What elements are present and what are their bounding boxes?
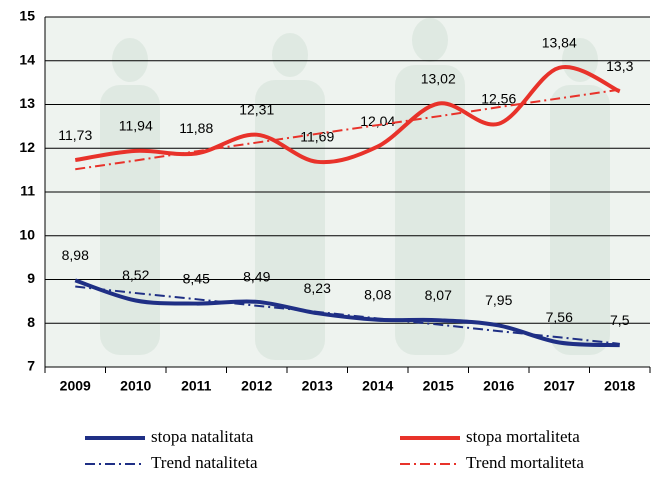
data-label: 8,08: [364, 286, 391, 302]
x-tick-label: 2012: [241, 378, 272, 394]
y-tick-label: 10: [19, 226, 35, 242]
data-label: 8,07: [425, 287, 452, 303]
y-tick-label: 8: [27, 314, 35, 330]
data-label: 7,5: [610, 312, 630, 328]
y-tick-label: 7: [27, 358, 35, 374]
x-tick-label: 2014: [362, 378, 393, 394]
data-label: 7,95: [485, 292, 512, 308]
data-label: 8,49: [243, 269, 270, 285]
chart: 7 8 9 10 11 12 13 14 15 2009 2010 2011 2012 2013 2014 2…: [0, 0, 662, 479]
x-tick-label: 2010: [120, 378, 151, 394]
x-tick-label: 2011: [181, 378, 212, 394]
data-label: 7,56: [546, 309, 573, 325]
legend-label: Trend mortaliteta: [466, 453, 584, 472]
data-label: 8,98: [62, 247, 89, 263]
x-tick-label: 2017: [544, 378, 575, 394]
y-tick-label: 15: [19, 8, 35, 24]
x-tick-label: 2018: [604, 378, 635, 394]
data-label: 8,45: [183, 270, 210, 286]
y-tick-label: 12: [19, 139, 35, 155]
data-label: 13,02: [421, 70, 456, 86]
x-tick-label: 2016: [483, 378, 514, 394]
legend-label: stopa natalitata: [151, 427, 254, 446]
data-label: 8,23: [304, 280, 331, 296]
data-label: 11,69: [300, 129, 334, 145]
data-label: 11,88: [179, 120, 213, 136]
y-tick-label: 9: [27, 270, 35, 286]
y-tick-label: 11: [20, 183, 35, 199]
legend-label: stopa mortaliteta: [466, 427, 580, 446]
data-label: 13,3: [606, 58, 633, 74]
legend-label: Trend nataliteta: [151, 453, 258, 472]
data-label: 13,84: [542, 34, 577, 50]
data-label: 11,73: [58, 127, 92, 143]
data-label: 11,94: [119, 118, 153, 134]
x-tick-label: 2015: [423, 378, 454, 394]
y-tick-label: 13: [19, 95, 35, 111]
data-label: 12,04: [360, 113, 395, 129]
data-label: 8,52: [122, 267, 149, 283]
x-tick-label: 2013: [302, 378, 333, 394]
data-label: 12,31: [239, 101, 274, 117]
y-tick-label: 14: [19, 51, 35, 67]
data-label: 12,56: [481, 90, 516, 106]
x-tick-label: 2009: [60, 378, 91, 394]
